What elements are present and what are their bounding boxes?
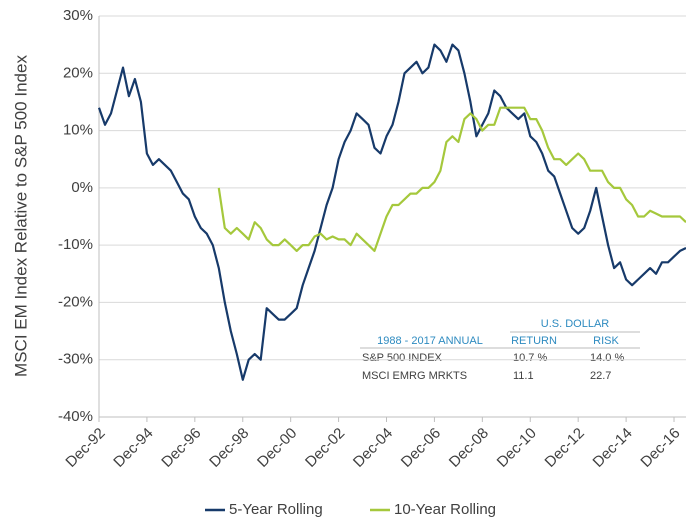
table-column: RETURN <box>511 335 557 347</box>
y-tick-label: -10% <box>58 236 93 253</box>
table-cell: 22.7 <box>590 370 611 382</box>
x-tick-label: Dec-96 <box>158 425 204 471</box>
series-line <box>97 43 686 381</box>
x-tick-label: Dec-02 <box>302 425 348 471</box>
y-tick-label: -40% <box>58 408 93 425</box>
legend-label: 5-Year Rolling <box>229 501 323 518</box>
x-tick-label: Dec-00 <box>254 425 300 471</box>
x-tick-label: Dec-16 <box>637 425 683 471</box>
legend-label: 10-Year Rolling <box>394 501 496 518</box>
table-column: 1988 - 2017 ANNUAL <box>377 335 483 347</box>
x-tick-label: Dec-08 <box>446 425 492 471</box>
x-tick-label: Dec-10 <box>494 425 540 471</box>
y-tick-label: -30% <box>58 351 93 368</box>
x-tick-label: Dec-04 <box>350 425 396 471</box>
table-column: RISK <box>593 335 619 347</box>
y-tick-label: 10% <box>63 122 93 139</box>
x-tick-label: Dec-14 <box>590 425 636 471</box>
table-cell: 11.1 <box>513 370 534 382</box>
y-tick-label: 0% <box>71 179 93 196</box>
x-tick-label: Dec-94 <box>110 425 156 471</box>
table-cell: S&P 500 INDEX <box>362 352 443 364</box>
y-tick-label: 30% <box>63 7 93 24</box>
x-tick-label: Dec-06 <box>398 425 444 471</box>
y-tick-label: 20% <box>63 64 93 81</box>
x-tick-label: Dec-12 <box>542 425 588 471</box>
x-tick-label: Dec-92 <box>62 425 108 471</box>
table-cell: MSCI EMRG MRKTS <box>362 370 467 382</box>
y-axis-label: MSCI EM Index Relative to S&P 500 Index <box>11 55 30 377</box>
table-cell: 14.0 % <box>590 352 624 364</box>
table-cell: 10.7 % <box>513 352 547 364</box>
y-tick-label: -20% <box>58 293 93 310</box>
x-tick-label: Dec-98 <box>206 425 252 471</box>
table-header: U.S. DOLLAR <box>541 318 610 330</box>
series-line <box>217 106 686 252</box>
